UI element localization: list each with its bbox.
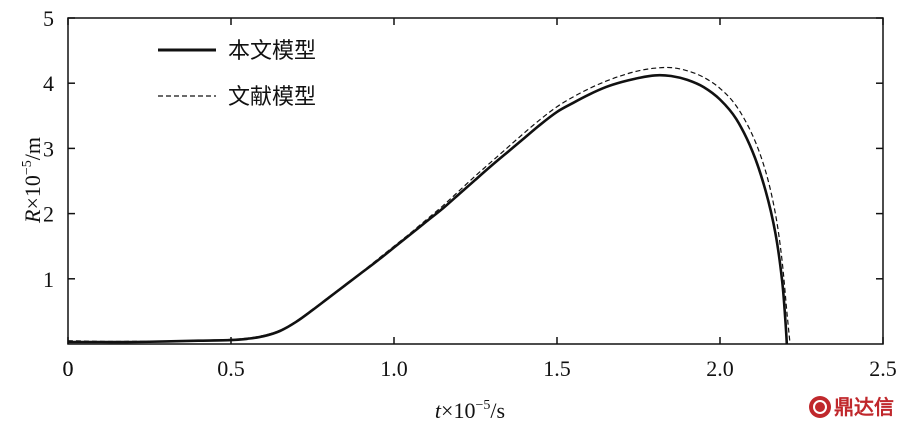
watermark-text: 鼎达信 — [834, 395, 894, 419]
x-tick-label: 2.5 — [869, 356, 897, 381]
x-tick-label: 0.5 — [217, 356, 245, 381]
watermark-logo: 鼎达信 — [809, 395, 894, 419]
legend-label-series-2: 文献模型 — [228, 85, 316, 110]
watermark-logo-icon — [809, 396, 831, 418]
plot-frame — [67, 17, 884, 345]
x-tick-label: 2.0 — [706, 356, 734, 381]
y-tick-label: 3 — [43, 136, 54, 161]
y-tick-label: 2 — [43, 202, 54, 227]
x-tick-label: 0 — [63, 356, 74, 381]
series-line-solid — [67, 73, 789, 345]
x-tick-label: 1.5 — [543, 356, 571, 381]
y-tick-label: 1 — [43, 267, 54, 292]
legend-label-series-1: 本文模型 — [228, 39, 316, 64]
x-tick-label: 1.0 — [380, 356, 408, 381]
series-lines — [67, 66, 791, 345]
series-line-dashed — [67, 66, 791, 345]
y-tick-label: 5 — [43, 6, 54, 31]
x-axis-label: t×10−5/s — [435, 398, 505, 423]
axis-ticks — [67, 17, 884, 344]
origin-label: 0 — [63, 356, 74, 381]
legend: 本文模型 文献模型 — [158, 39, 316, 110]
y-tick-label: 4 — [43, 71, 54, 96]
y-axis-label: R×10−5/m — [20, 137, 45, 224]
